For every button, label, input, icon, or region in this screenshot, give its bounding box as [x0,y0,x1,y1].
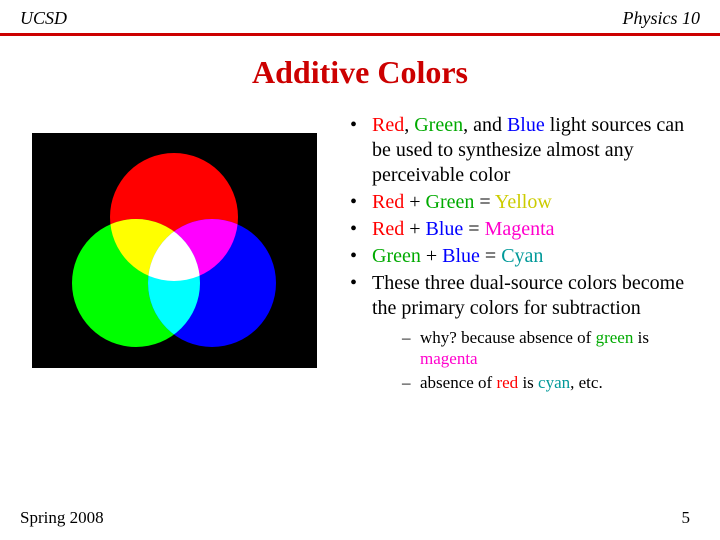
footer-right: 5 [682,508,691,528]
word-cyan: Cyan [501,245,543,267]
additive-color-diagram [32,133,317,368]
sub-2: absence of red is cyan, etc. [402,372,692,393]
header-right: Physics 10 [623,8,700,29]
word-yellow: Yellow [495,191,552,213]
text-area: Red, Green, and Blue light sources can b… [338,113,692,395]
bullet-3: Red + Blue = Magenta [348,217,692,242]
sub-list: why? because absence of green is magenta… [372,327,692,393]
figure-area [28,113,338,395]
bullet-1: Red, Green, and Blue light sources can b… [348,113,692,188]
footer-left: Spring 2008 [20,508,104,528]
bullet-list: Red, Green, and Blue light sources can b… [348,113,692,393]
word-green: Green [414,114,463,136]
bullet-4: Green + Blue = Cyan [348,244,692,269]
word-red: Red [372,114,404,136]
additive-color-svg [32,133,317,368]
slide-title: Additive Colors [0,54,720,91]
slide-footer: Spring 2008 5 [0,508,720,528]
bullet-2: Red + Green = Yellow [348,190,692,215]
bullet-5: These three dual-source colors become th… [348,271,692,393]
content-row: Red, Green, and Blue light sources can b… [0,113,720,395]
header-rule [0,33,720,36]
header-left: UCSD [20,8,67,29]
word-blue: Blue [507,114,545,136]
word-magenta: Magenta [485,218,555,240]
slide-header: UCSD Physics 10 [0,0,720,33]
sub-1: why? because absence of green is magenta [402,327,692,370]
